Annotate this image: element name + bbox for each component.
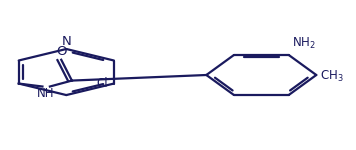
Text: NH$_2$: NH$_2$	[292, 36, 316, 51]
Text: Cl: Cl	[96, 77, 108, 90]
Text: N: N	[62, 35, 71, 48]
Text: NH: NH	[37, 87, 54, 100]
Text: CH$_3$: CH$_3$	[320, 69, 344, 84]
Text: O: O	[56, 45, 67, 58]
